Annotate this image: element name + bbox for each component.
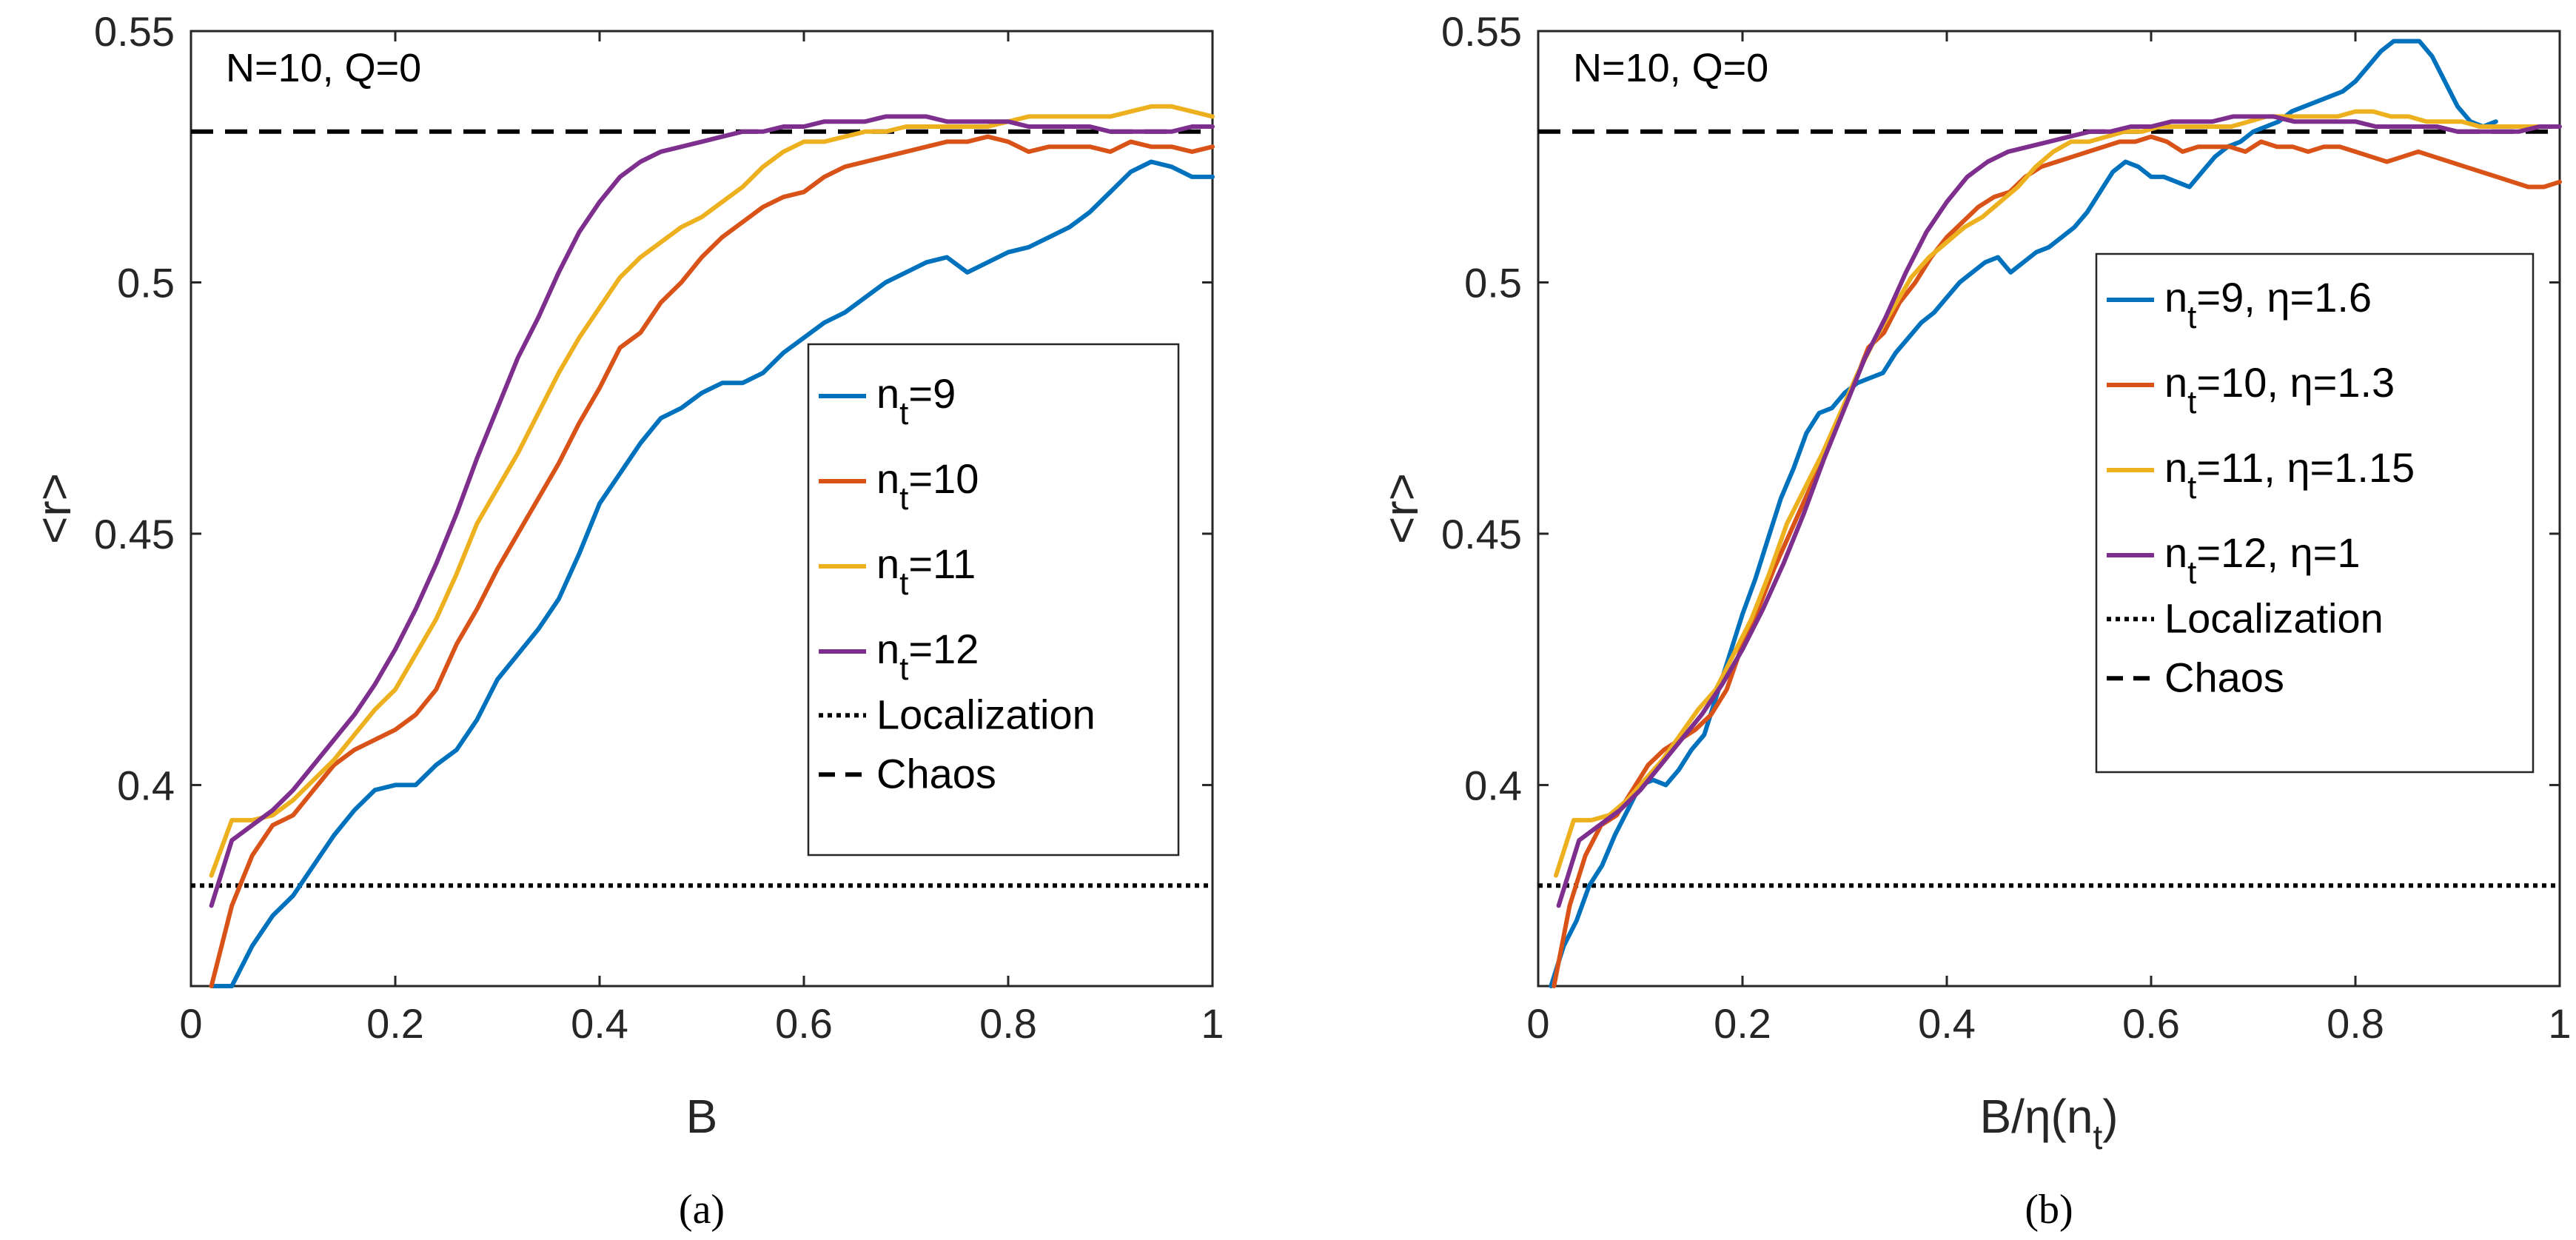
x-tick-label: 0.8 [979,1000,1037,1047]
legend-label: nt=10, η=1.3 [2164,359,2395,420]
x-tick-labels-a: 0 0.2 0.4 0.6 0.8 1 [179,31,1224,1047]
y-tick-labels-b: 0.4 0.45 0.5 0.55 [1441,8,2560,808]
x-tick-label: 1 [2548,1000,2571,1047]
y-axis-label-a: <r> [27,473,81,544]
legend-label: Localization [2164,594,2384,641]
legend-label: nt=12 [876,626,979,687]
reference-lines-b [1538,129,2560,888]
x-tick-label: 0 [179,1000,202,1047]
y-tick-label: 0.4 [1464,762,1522,808]
series-line-91.6 [1549,38,2498,988]
series-line-12 [209,114,1215,908]
x-tick-label: 0.6 [2122,1000,2180,1047]
annotation-a: N=10, Q=0 [226,46,421,90]
y-tick-label: 0.45 [1441,511,1522,557]
y-tick-label: 0.55 [94,8,175,55]
legend-label: Chaos [876,750,996,797]
legend-box-b [2095,252,2535,774]
y-axis-label-b: <r> [1375,473,1428,544]
y-tick-label: 0.45 [94,511,175,557]
x-tick-label: 0.8 [2327,1000,2384,1047]
series-line-101.3 [1552,134,2562,988]
x-tick-label: 1 [1201,1000,1224,1047]
x-tick-label: 0.4 [571,1000,628,1047]
y-tick-label: 0.4 [117,762,175,808]
x-tick-label: 0.4 [1918,1000,1976,1047]
panel-b: 0 0.2 0.4 0.6 0.8 1 0.40.450.50.55 N=10, Q=0 … [1375,8,2572,1233]
x-axis-label-a: B [686,1090,718,1143]
series-line-11 [209,104,1215,878]
reference-lines-a [191,129,1212,888]
legend-box-a [807,343,1180,857]
legend-label: nt=9 [876,370,956,432]
x-tick-label: 0.2 [1714,1000,1771,1047]
caption-b: (b) [2025,1187,2073,1233]
series-line-10 [209,134,1215,988]
series-line-121 [1556,114,2562,908]
x-tick-label: 0.6 [775,1000,833,1047]
caption-a: (a) [679,1187,725,1233]
legend-label: nt=11 [876,540,976,602]
series-lines-b [1549,38,2562,988]
y-tick-label: 0.55 [1441,8,1522,55]
legend-label: nt=11, η=1.15 [2164,444,2415,506]
legend-label: nt=12, η=1 [2164,529,2361,591]
x-axis-label-b: B/η(nt) [1979,1090,2118,1156]
y-tick-label: 0.5 [1464,259,1522,306]
x-tick-label: 0 [1526,1000,1549,1047]
x-tick-label: 0.2 [366,1000,424,1047]
annotation-b: N=10, Q=0 [1573,46,1768,90]
x-tick-labels-b: 0 0.2 0.4 0.6 0.8 1 [1526,31,2572,1047]
legend-label: Localization [876,691,1096,737]
y-tick-label: 0.5 [117,259,175,306]
series-line-111.15 [1554,109,2553,878]
legend-b: nt=9, η=1.6 nt=10, η=1.3 nt=11, η=1.15 nt=1… [2095,252,2535,774]
series-line-9 [209,159,1215,988]
legend-label: nt=10 [876,455,979,517]
legend-label: Chaos [2164,654,2284,700]
series-lines-a [209,104,1215,988]
panel-a: 0 0.2 0.4 0.6 0.8 1 0.40.450.50.55 N=10, Q=0 … [27,8,1224,1233]
legend-label: nt=9, η=1.6 [2164,274,2372,335]
y-tick-labels-a: 0.4 0.45 0.5 0.55 [94,8,1212,808]
